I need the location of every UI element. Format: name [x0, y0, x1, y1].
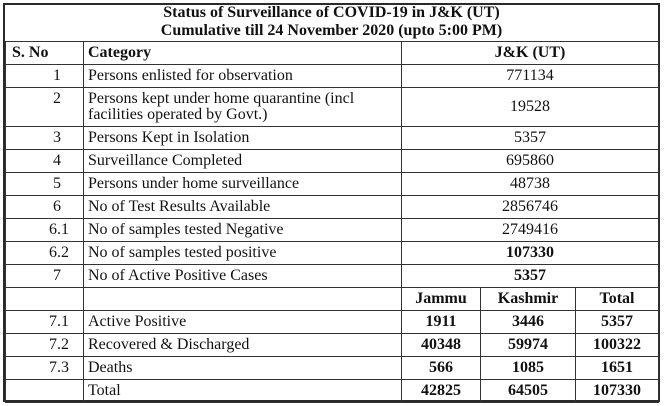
row-kashmir: 3446 — [480, 310, 576, 334]
row-kashmir: 1085 — [480, 356, 576, 380]
table-row: 7.1 Active Positive 1911 3446 5357 — [5, 310, 660, 334]
row-value: 19528 — [400, 87, 660, 127]
row-sno: 2 — [5, 87, 84, 127]
table-row: 7.3 Deaths 566 1085 1651 — [5, 356, 660, 380]
row-category: Deaths — [83, 356, 402, 380]
row-category: No of samples tested Negative — [83, 218, 402, 242]
blank-cell — [83, 287, 402, 311]
row-sno: 7 — [5, 264, 84, 288]
row-total: 107330 — [574, 379, 660, 403]
table-row: 2 Persons kept under home quarantine (in… — [5, 87, 660, 127]
row-jammu: 566 — [401, 356, 481, 380]
row-sno — [5, 379, 84, 403]
row-category: No of Active Positive Cases — [83, 264, 402, 288]
regional-header-row: Jammu Kashmir Total — [5, 287, 660, 311]
row-sno: 5 — [5, 172, 84, 196]
title-line-1: Status of Surveillance of COVID-19 in J&… — [163, 4, 500, 21]
row-sno: 7.2 — [5, 333, 84, 357]
row-sno: 7.3 — [5, 356, 84, 380]
row-category: No of samples tested positive — [83, 241, 402, 265]
row-value: 5357 — [400, 126, 660, 150]
row-value: 2856746 — [400, 195, 660, 219]
row-category: Surveillance Completed — [83, 149, 402, 173]
row-sno: 1 — [5, 64, 84, 88]
table-row: 1 Persons enlisted for observation 77113… — [5, 64, 660, 88]
header-total: Total — [574, 287, 660, 311]
blank-cell — [5, 287, 84, 311]
title-line-2: Cumulative till 24 November 2020 (upto 5… — [160, 22, 503, 39]
table-row: 7.2 Recovered & Discharged 40348 59974 1… — [5, 333, 660, 357]
total-row: Total 42825 64505 107330 — [5, 379, 660, 403]
table-header-row: S. No Category J&K (UT) — [5, 41, 660, 65]
row-value: 695860 — [400, 149, 660, 173]
row-kashmir: 59974 — [480, 333, 576, 357]
row-value: 107330 — [400, 241, 660, 265]
table-row: 6 No of Test Results Available 2856746 — [5, 195, 660, 219]
header-value: J&K (UT) — [400, 41, 660, 65]
row-category: Persons under home surveillance — [83, 172, 402, 196]
table-row: 3 Persons Kept in Isolation 5357 — [5, 126, 660, 150]
row-total: 5357 — [574, 310, 660, 334]
row-jammu: 40348 — [401, 333, 481, 357]
row-sno: 6.1 — [5, 218, 84, 242]
row-value: 771134 — [400, 64, 660, 88]
row-sno: 3 — [5, 126, 84, 150]
table-row: 5 Persons under home surveillance 48738 — [5, 172, 660, 196]
row-category: No of Test Results Available — [83, 195, 402, 219]
row-sno: 7.1 — [5, 310, 84, 334]
row-category: Total — [83, 379, 402, 403]
row-kashmir: 64505 — [480, 379, 576, 403]
row-value: 2749416 — [400, 218, 660, 242]
row-sno: 4 — [5, 149, 84, 173]
table-row: 7 No of Active Positive Cases 5357 — [5, 264, 660, 288]
row-jammu: 1911 — [401, 310, 481, 334]
header-kashmir: Kashmir — [480, 287, 576, 311]
row-total: 1651 — [574, 356, 660, 380]
header-jammu: Jammu — [401, 287, 481, 311]
row-category: Persons kept under home quarantine (incl… — [83, 87, 402, 127]
row-category: Persons Kept in Isolation — [83, 126, 402, 150]
row-category: Recovered & Discharged — [83, 333, 402, 357]
row-value: 48738 — [400, 172, 660, 196]
table-row: 6.2 No of samples tested positive 107330 — [5, 241, 660, 265]
row-jammu: 42825 — [401, 379, 481, 403]
row-sno: 6.2 — [5, 241, 84, 265]
row-category: Persons enlisted for observation — [83, 64, 402, 88]
row-sno: 6 — [5, 195, 84, 219]
row-value: 5357 — [400, 264, 660, 288]
row-category: Active Positive — [83, 310, 402, 334]
table-row: 4 Surveillance Completed 695860 — [5, 149, 660, 173]
table-row: 6.1 No of samples tested Negative 274941… — [5, 218, 660, 242]
header-category: Category — [83, 41, 402, 65]
row-total: 100322 — [574, 333, 660, 357]
header-sno: S. No — [5, 41, 84, 65]
surveillance-table: S. No Category J&K (UT) 1 Persons enlist… — [5, 41, 660, 403]
